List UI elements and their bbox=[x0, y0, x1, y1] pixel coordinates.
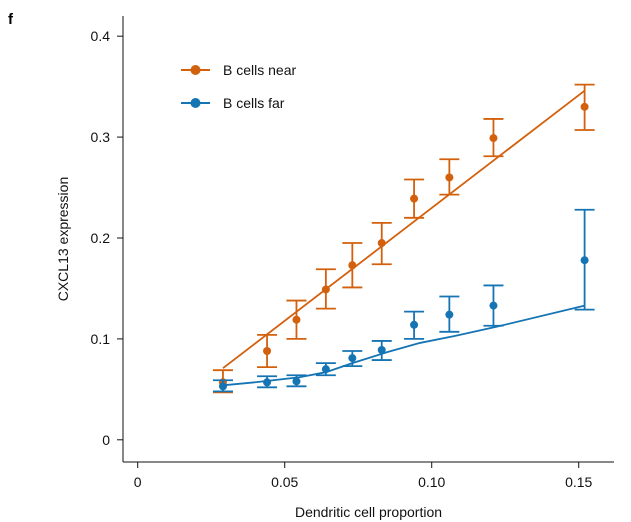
data-point bbox=[321, 285, 330, 294]
data-point bbox=[292, 377, 301, 386]
legend-item: B cells near bbox=[181, 62, 296, 78]
data-point bbox=[410, 320, 419, 329]
y-tick-label: 0.3 bbox=[91, 129, 111, 145]
data-point bbox=[377, 239, 386, 248]
legend-item: B cells far bbox=[181, 95, 285, 111]
y-tick-label: 0.4 bbox=[91, 28, 111, 44]
data-point bbox=[489, 301, 498, 310]
y-tick-label: 0.2 bbox=[91, 230, 111, 246]
panel-letter: f bbox=[8, 11, 14, 28]
legend-label: B cells far bbox=[223, 95, 285, 111]
x-axis-label: Dendritic cell proportion bbox=[295, 504, 442, 520]
fit-line bbox=[222, 89, 586, 369]
data-point bbox=[348, 354, 357, 363]
data-point bbox=[410, 194, 419, 203]
data-point bbox=[321, 365, 330, 374]
legend-swatch-marker bbox=[190, 98, 201, 108]
y-tick-label: 0.1 bbox=[91, 331, 111, 347]
data-point bbox=[377, 345, 386, 354]
data-point bbox=[445, 173, 454, 182]
series-near bbox=[212, 83, 595, 394]
data-point bbox=[292, 315, 301, 324]
data-point bbox=[580, 256, 589, 265]
x-tick-label: 0.05 bbox=[271, 474, 298, 490]
fit-line bbox=[222, 304, 585, 387]
data-point bbox=[263, 378, 272, 387]
x-tick-label: 0 bbox=[134, 474, 142, 490]
y-tick-label: 0 bbox=[102, 432, 110, 448]
x-tick-label: 0.10 bbox=[418, 474, 445, 490]
data-point bbox=[489, 134, 498, 143]
series-layer bbox=[212, 83, 595, 394]
series-far bbox=[212, 208, 595, 393]
y-axis-label: CXCL13 expression bbox=[55, 177, 71, 302]
axes: 0 0.1 0.2 0.3 0.4 0 0.05 0.10 0.15 bbox=[91, 16, 614, 490]
legend: B cells near B cells far bbox=[181, 62, 296, 111]
data-point bbox=[348, 261, 357, 270]
data-point bbox=[263, 347, 272, 356]
data-point bbox=[218, 382, 227, 391]
data-point bbox=[445, 310, 454, 319]
legend-label: B cells near bbox=[223, 62, 296, 78]
x-tick-label: 0.15 bbox=[565, 474, 592, 490]
data-point bbox=[580, 102, 589, 111]
legend-swatch-marker bbox=[190, 65, 201, 75]
